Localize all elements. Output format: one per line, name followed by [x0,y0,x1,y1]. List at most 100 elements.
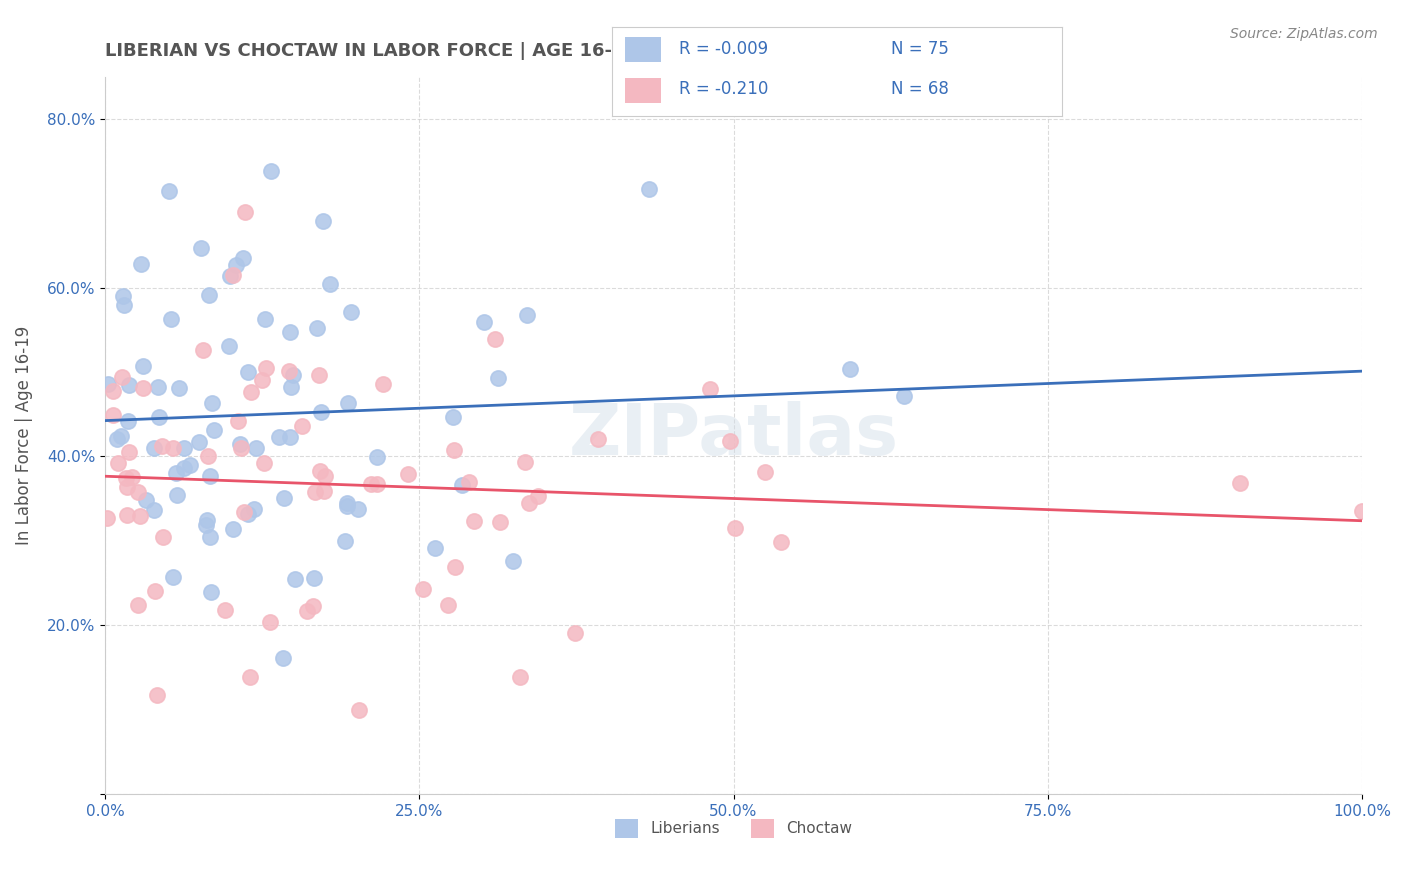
Point [236,508,259,522]
Point [284,572,307,586]
Point [527,489,550,503]
Point [232,505,254,519]
Point [588,432,610,446]
Point [280,380,302,394]
Legend: Liberians, Choctaw: Liberians, Choctaw [609,813,858,844]
Point [191,343,214,358]
Point [142,441,165,455]
Point [444,560,467,574]
Point [173,461,195,475]
Point [474,315,496,329]
Point [195,512,218,526]
Point [127,485,149,500]
Point [179,458,201,472]
Point [516,308,538,322]
Point [245,441,267,455]
Point [336,496,359,510]
Point [132,359,155,373]
Point [291,419,314,434]
Point [121,470,143,484]
Point [458,475,481,489]
Point [259,615,281,629]
Point [273,491,295,505]
Point [699,382,721,396]
Point [451,478,474,492]
Point [225,258,247,272]
Point [463,514,485,528]
Point [173,441,195,455]
Point [117,479,139,493]
Point [839,362,862,376]
Point [242,501,264,516]
Point [97,377,120,392]
Point [195,518,218,533]
Point [145,583,167,598]
Point [489,515,512,529]
Point [152,530,174,544]
Point [214,603,236,617]
Point [278,326,301,340]
Point [260,163,283,178]
Point [165,466,187,480]
Point [107,456,129,470]
Point [301,599,323,614]
Point [271,651,294,665]
Point [131,257,153,271]
Point [509,669,531,683]
Point [232,251,254,265]
Point [441,410,464,425]
Point [308,368,330,383]
Point [269,430,291,444]
Point [118,445,141,459]
Point [159,312,181,326]
Point [278,430,301,444]
Point [336,500,359,514]
Point [135,493,157,508]
Point [128,508,150,523]
Point [337,396,360,410]
Point [769,534,792,549]
Point [222,268,245,283]
Point [253,456,276,470]
Point [304,485,326,500]
Point [305,321,328,335]
Point [103,409,125,423]
Point [893,389,915,403]
Point [127,599,149,613]
Point [340,305,363,319]
Point [484,332,506,346]
Point [486,371,509,385]
Point [254,312,277,326]
Point [150,439,173,453]
Point [718,434,741,449]
Point [443,443,465,458]
Point [1229,475,1251,490]
Point [112,289,135,303]
Point [278,364,301,378]
Point [115,471,138,485]
Point [502,554,524,568]
Point [198,287,221,301]
Point [112,297,135,311]
Point [101,384,124,398]
Point [319,277,342,291]
Point [166,488,188,502]
Point [162,441,184,455]
Point [198,469,221,483]
Point [314,483,336,498]
Point [238,365,260,379]
Point [162,570,184,584]
Point [1351,504,1374,518]
Point [425,541,447,555]
Point [312,213,335,227]
Point [281,368,304,382]
Text: N = 75: N = 75 [890,40,949,58]
Point [333,534,356,549]
Point [724,520,747,534]
Text: Source: ZipAtlas.com: Source: ZipAtlas.com [1230,27,1378,41]
Point [148,409,170,424]
Point [146,688,169,702]
Point [240,384,263,399]
Point [118,377,141,392]
Point [366,476,388,491]
